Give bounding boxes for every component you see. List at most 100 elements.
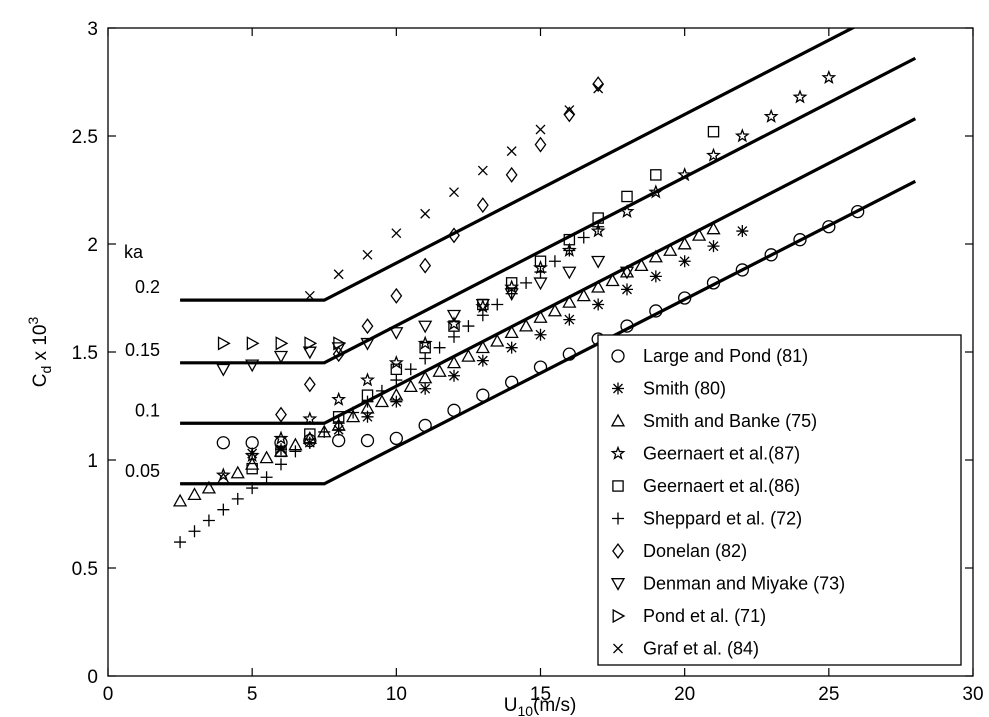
data-point bbox=[506, 146, 517, 157]
data-point bbox=[260, 471, 273, 484]
data-point bbox=[390, 287, 403, 304]
data-point bbox=[275, 406, 287, 423]
data-point bbox=[736, 225, 749, 238]
data-point bbox=[217, 336, 231, 351]
data-point bbox=[634, 258, 649, 272]
legend-label: Large and Pond (81) bbox=[643, 346, 808, 366]
ka-header: ka bbox=[124, 242, 144, 262]
data-point bbox=[304, 336, 318, 351]
data-point bbox=[650, 169, 662, 181]
data-point bbox=[563, 106, 576, 123]
data-point bbox=[259, 450, 274, 464]
data-point bbox=[390, 374, 403, 387]
data-point bbox=[389, 327, 404, 340]
data-point bbox=[345, 409, 361, 423]
data-point bbox=[504, 288, 519, 302]
legend-label: Pond et al. (71) bbox=[643, 606, 766, 626]
data-point bbox=[490, 333, 505, 347]
data-point bbox=[476, 354, 489, 367]
data-point bbox=[244, 447, 260, 463]
data-point bbox=[822, 220, 836, 234]
y-axis-label: Cd x 103 bbox=[25, 317, 54, 388]
data-point bbox=[548, 255, 561, 268]
data-point bbox=[563, 313, 576, 326]
data-point bbox=[273, 350, 289, 364]
data-point bbox=[476, 197, 489, 214]
data-point bbox=[534, 328, 547, 341]
data-point bbox=[418, 320, 433, 334]
data-point bbox=[447, 403, 461, 417]
x-tick-label: 30 bbox=[962, 684, 983, 705]
data-point bbox=[332, 346, 345, 363]
data-point bbox=[361, 395, 374, 408]
y-tick-label: 3 bbox=[87, 19, 98, 40]
data-point bbox=[792, 89, 808, 104]
data-point bbox=[610, 413, 626, 427]
legend-item: Large and Pond (81) bbox=[611, 346, 808, 366]
data-point bbox=[592, 220, 605, 233]
data-point bbox=[361, 318, 374, 335]
series-diamond bbox=[275, 76, 605, 423]
data-point bbox=[619, 266, 635, 280]
y-tick-label: 2 bbox=[87, 235, 98, 256]
data-point bbox=[433, 341, 446, 354]
legend-label: Denman and Miyake (73) bbox=[643, 574, 845, 594]
data-point bbox=[533, 277, 548, 291]
data-point bbox=[475, 299, 490, 312]
axis-ticks: 0 5 10 15 20 25 30 0 0.5 1 1.5 2 2.5 3 bbox=[72, 19, 984, 705]
y-tick-label: 1 bbox=[87, 451, 98, 472]
data-point bbox=[764, 248, 778, 262]
data-point bbox=[418, 370, 433, 384]
data-point bbox=[677, 167, 693, 182]
data-point bbox=[446, 316, 462, 331]
series-circle bbox=[216, 204, 865, 450]
data-point bbox=[564, 105, 575, 116]
legend-item: Smith (80) bbox=[612, 379, 726, 399]
data-point bbox=[619, 203, 635, 218]
data-point bbox=[707, 125, 720, 138]
data-point bbox=[231, 492, 244, 505]
data-point bbox=[677, 236, 692, 250]
data-point bbox=[851, 204, 865, 219]
data-point bbox=[691, 228, 707, 241]
data-point bbox=[533, 360, 548, 374]
data-point bbox=[446, 309, 462, 323]
data-point bbox=[417, 335, 433, 350]
legend-label: Smith (80) bbox=[643, 379, 726, 399]
data-point bbox=[304, 290, 315, 301]
data-point bbox=[505, 166, 518, 183]
data-point bbox=[613, 643, 623, 654]
data-point bbox=[707, 240, 720, 253]
data-point bbox=[763, 108, 779, 123]
data-point bbox=[735, 263, 749, 277]
data-point bbox=[611, 349, 625, 363]
y-tick-label: 1.5 bbox=[72, 343, 98, 364]
data-point bbox=[610, 578, 626, 591]
data-point bbox=[333, 336, 347, 351]
ka-label: 0.2 bbox=[135, 277, 160, 297]
data-point bbox=[275, 458, 287, 471]
data-point bbox=[230, 465, 245, 479]
data-point bbox=[678, 255, 691, 268]
data-points bbox=[172, 69, 865, 549]
data-point bbox=[361, 410, 374, 423]
x-tick-label: 25 bbox=[818, 684, 839, 705]
data-point bbox=[389, 431, 403, 446]
legend-item: Graf et al. (84) bbox=[613, 639, 759, 659]
data-point bbox=[462, 320, 475, 333]
data-point bbox=[612, 512, 624, 525]
data-point bbox=[534, 136, 547, 153]
data-point bbox=[246, 482, 259, 495]
data-point bbox=[563, 244, 576, 257]
data-point bbox=[419, 382, 432, 395]
data-point bbox=[432, 364, 447, 377]
data-point bbox=[491, 298, 504, 311]
legend-label: Geernaert et al.(86) bbox=[643, 476, 800, 496]
y-tick-label: 0 bbox=[87, 667, 98, 688]
data-point bbox=[475, 340, 490, 354]
x-tick-label: 15 bbox=[530, 684, 551, 705]
data-point bbox=[216, 436, 230, 450]
data-point bbox=[562, 266, 577, 280]
series-triangle-right bbox=[217, 336, 347, 351]
data-point bbox=[303, 376, 316, 393]
